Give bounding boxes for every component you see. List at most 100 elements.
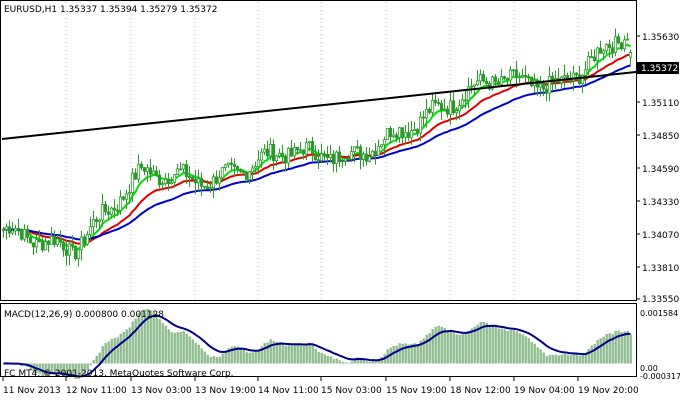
candle[interactable]: [430, 93, 435, 116]
candles[interactable]: [1, 28, 633, 267]
candle[interactable]: [181, 163, 186, 173]
candle[interactable]: [301, 149, 306, 160]
candle[interactable]: [286, 147, 291, 168]
candle[interactable]: [322, 150, 327, 161]
candle[interactable]: [184, 159, 189, 184]
candle[interactable]: [28, 233, 33, 244]
candle[interactable]: [319, 143, 324, 163]
candle[interactable]: [586, 51, 591, 76]
candle[interactable]: [76, 248, 81, 267]
candle[interactable]: [406, 122, 411, 141]
candle[interactable]: [391, 128, 396, 138]
candle[interactable]: [625, 32, 630, 41]
candle[interactable]: [508, 66, 513, 86]
candle[interactable]: [475, 70, 480, 87]
candle[interactable]: [373, 143, 378, 165]
candle[interactable]: [331, 150, 336, 173]
candle[interactable]: [55, 235, 60, 248]
candle[interactable]: [85, 231, 90, 246]
candle[interactable]: [61, 239, 66, 257]
candle[interactable]: [511, 68, 516, 77]
candle[interactable]: [328, 144, 333, 163]
candle[interactable]: [454, 107, 459, 121]
candle[interactable]: [337, 145, 342, 168]
candle[interactable]: [274, 154, 279, 167]
candle[interactable]: [250, 164, 255, 181]
candle[interactable]: [106, 205, 111, 221]
candle[interactable]: [424, 98, 429, 128]
candle[interactable]: [220, 167, 225, 181]
candle[interactable]: [313, 145, 318, 161]
candle[interactable]: [487, 80, 492, 91]
candle[interactable]: [211, 173, 216, 199]
candle[interactable]: [520, 68, 525, 79]
candle[interactable]: [439, 100, 444, 120]
candle[interactable]: [604, 43, 609, 55]
candle[interactable]: [151, 165, 156, 175]
candle[interactable]: [544, 82, 549, 102]
candle[interactable]: [88, 216, 93, 242]
candle[interactable]: [442, 98, 447, 111]
candle[interactable]: [493, 73, 498, 88]
candle[interactable]: [166, 172, 171, 191]
candle[interactable]: [370, 149, 375, 158]
candle[interactable]: [481, 70, 486, 83]
candle[interactable]: [529, 76, 534, 88]
candle[interactable]: [514, 60, 519, 88]
candle[interactable]: [340, 157, 345, 168]
candle[interactable]: [49, 227, 54, 245]
candle[interactable]: [268, 137, 273, 161]
candle[interactable]: [25, 224, 30, 243]
candle[interactable]: [289, 140, 294, 157]
candle[interactable]: [205, 179, 210, 190]
candle[interactable]: [244, 171, 249, 183]
candle[interactable]: [502, 75, 507, 81]
candle[interactable]: [43, 237, 48, 251]
candle[interactable]: [124, 189, 129, 210]
candle[interactable]: [232, 158, 237, 177]
candle[interactable]: [400, 127, 405, 144]
candle[interactable]: [34, 234, 39, 253]
candle[interactable]: [343, 157, 348, 166]
candle[interactable]: [22, 224, 27, 242]
candle[interactable]: [463, 91, 468, 109]
candle[interactable]: [139, 161, 144, 171]
candle[interactable]: [40, 237, 45, 253]
candle[interactable]: [67, 239, 72, 266]
candle[interactable]: [217, 170, 222, 191]
candle[interactable]: [115, 204, 120, 217]
candle[interactable]: [31, 242, 36, 255]
candle[interactable]: [19, 228, 24, 241]
candle[interactable]: [196, 169, 201, 191]
candle[interactable]: [256, 150, 261, 174]
candle[interactable]: [304, 137, 309, 161]
candle[interactable]: [7, 220, 12, 238]
candle[interactable]: [436, 98, 441, 107]
candle[interactable]: [154, 165, 159, 177]
candle[interactable]: [271, 139, 276, 171]
candle[interactable]: [103, 200, 108, 216]
candle[interactable]: [418, 111, 423, 142]
candle[interactable]: [238, 168, 243, 174]
candle[interactable]: [583, 61, 588, 85]
candle[interactable]: [448, 91, 453, 125]
candle[interactable]: [148, 159, 153, 181]
candle[interactable]: [70, 235, 75, 251]
candle[interactable]: [346, 154, 351, 161]
candle[interactable]: [460, 93, 465, 109]
candle[interactable]: [202, 185, 207, 191]
candle[interactable]: [382, 136, 387, 156]
candle[interactable]: [259, 148, 264, 169]
candle[interactable]: [4, 223, 9, 240]
candle[interactable]: [376, 139, 381, 156]
candle[interactable]: [490, 75, 495, 91]
candle[interactable]: [178, 162, 183, 171]
candle[interactable]: [610, 41, 615, 59]
candle[interactable]: [445, 105, 450, 118]
candle[interactable]: [145, 164, 150, 183]
candle[interactable]: [397, 126, 402, 143]
candle[interactable]: [142, 167, 147, 176]
candle[interactable]: [379, 144, 384, 149]
candle[interactable]: [355, 139, 360, 150]
candle[interactable]: [412, 121, 417, 131]
